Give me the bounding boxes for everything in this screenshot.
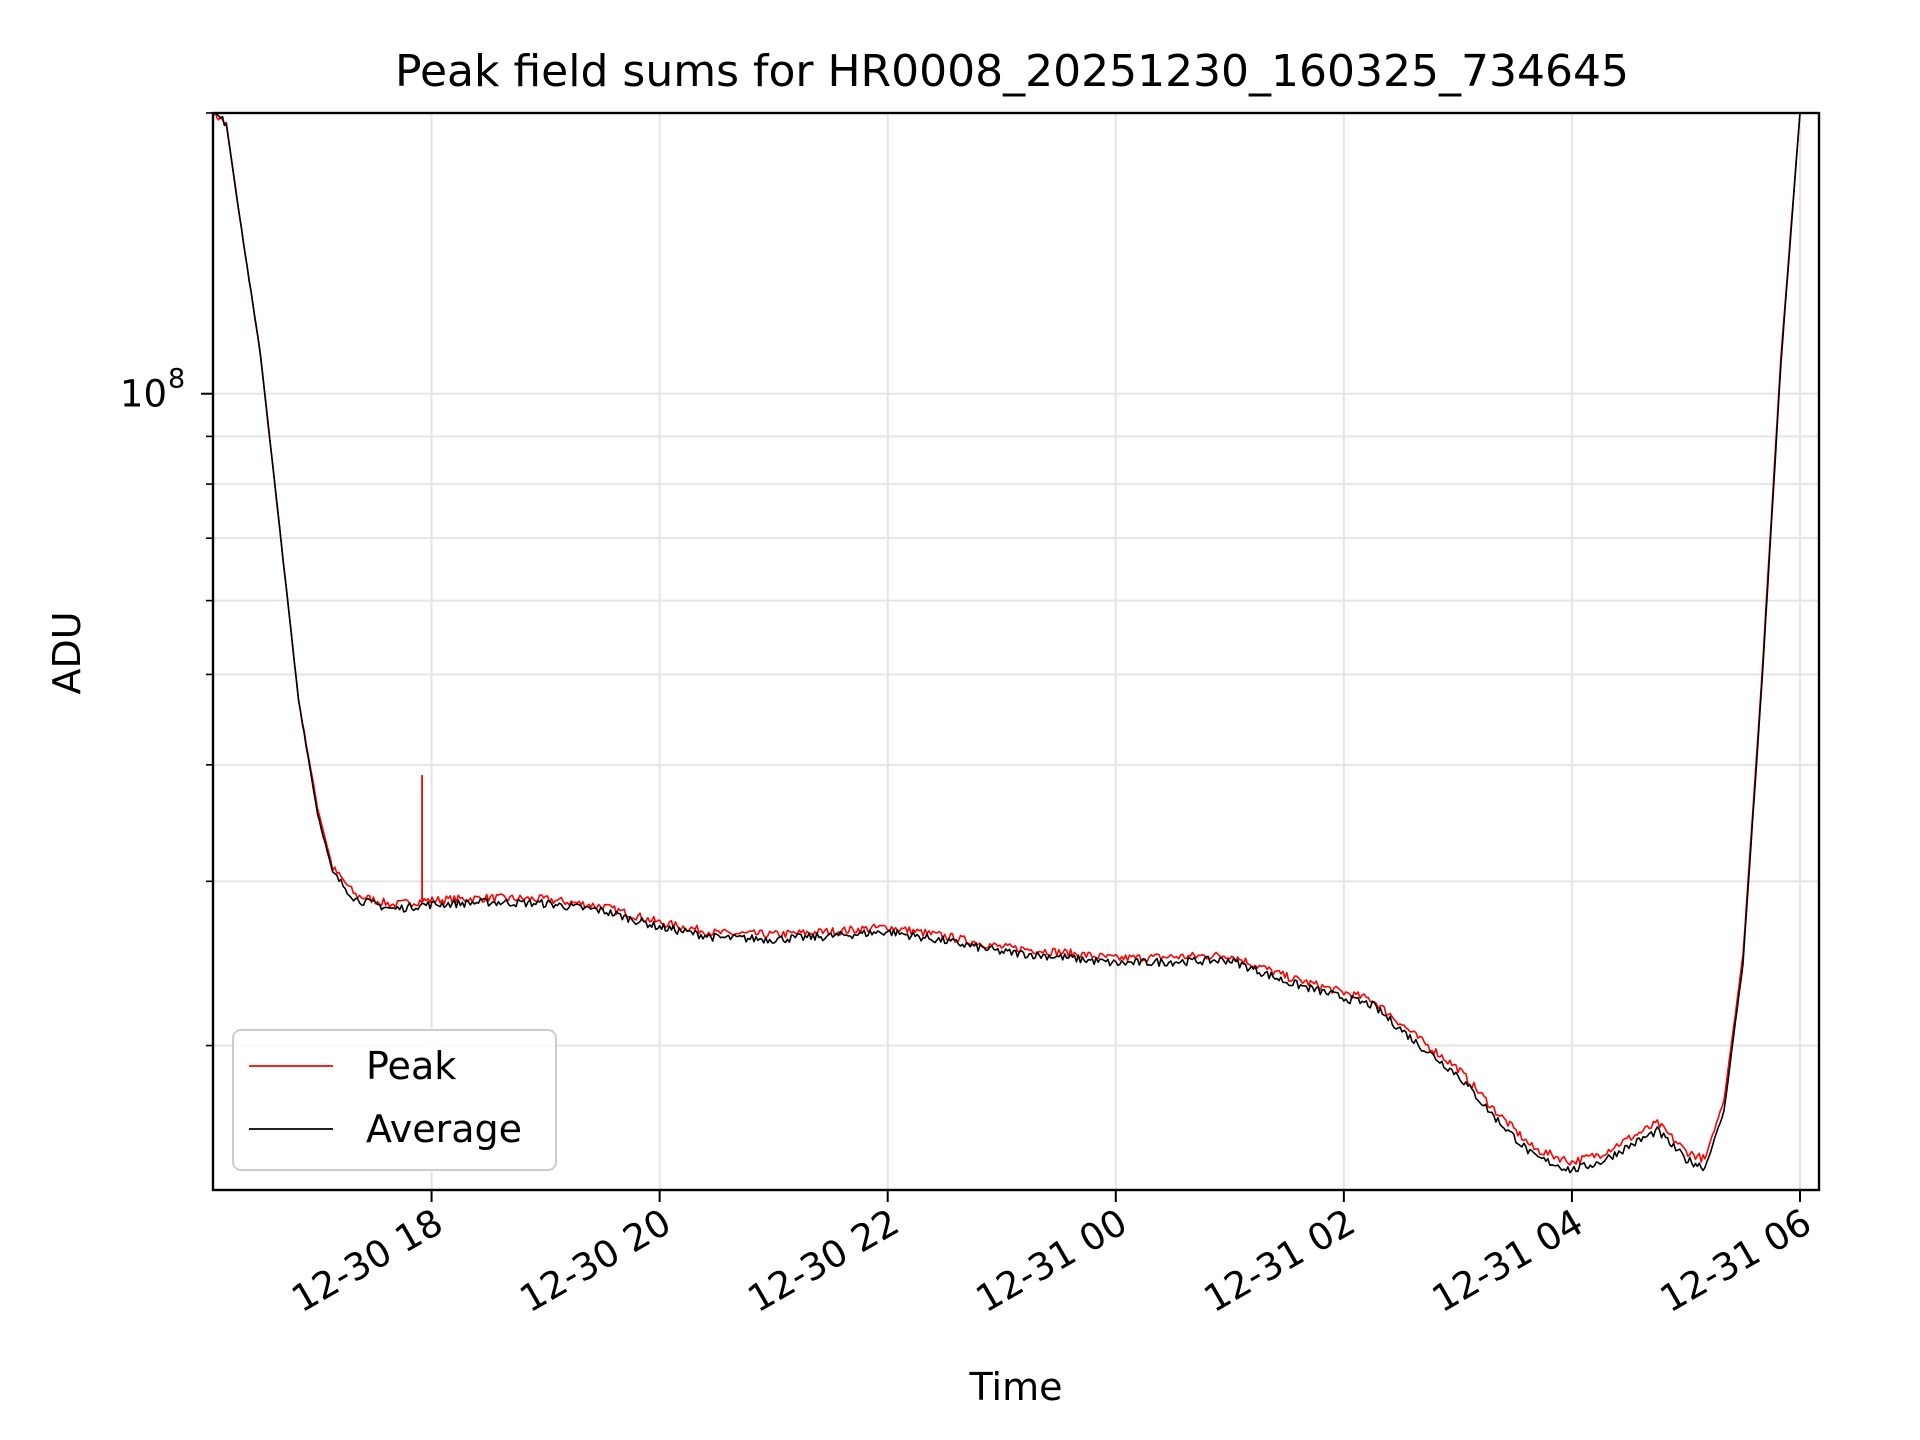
x-tick-label: 12-31 02	[1197, 1201, 1363, 1321]
y-tick-label-exponent: 8	[168, 364, 185, 395]
x-axis-label: Time	[969, 1365, 1063, 1409]
x-tick-label: 12-30 22	[741, 1201, 907, 1321]
x-tick-label: 12-31 00	[969, 1201, 1135, 1321]
legend-label-average: Average	[366, 1107, 522, 1151]
series-line-peak	[213, 113, 1801, 1166]
x-axis: 12-30 18 12-30 20 12-30 22 12-31 00 12-31 02…	[284, 1190, 1818, 1321]
x-tick-label: 12-31 06	[1653, 1201, 1819, 1321]
x-tick-label: 12-30 18	[284, 1201, 450, 1321]
legend-label-peak: Peak	[366, 1044, 456, 1088]
y-tick-label: 10	[120, 373, 167, 416]
y-axis: 10 8	[120, 112, 213, 1047]
x-tick-label: 12-31 04	[1425, 1201, 1591, 1321]
chart-title: Peak field sums for HR0008_20251230_1603…	[395, 46, 1629, 97]
plot-frame	[211, 111, 1821, 1192]
series-line-average	[213, 113, 1801, 1174]
legend-frame	[232, 1029, 557, 1171]
legend: Peak Average	[232, 1029, 557, 1171]
x-tick-label: 12-30 20	[513, 1201, 679, 1321]
plot-series	[213, 113, 1801, 1174]
y-axis-label: ADU	[45, 611, 89, 694]
grid	[213, 112, 1819, 1190]
